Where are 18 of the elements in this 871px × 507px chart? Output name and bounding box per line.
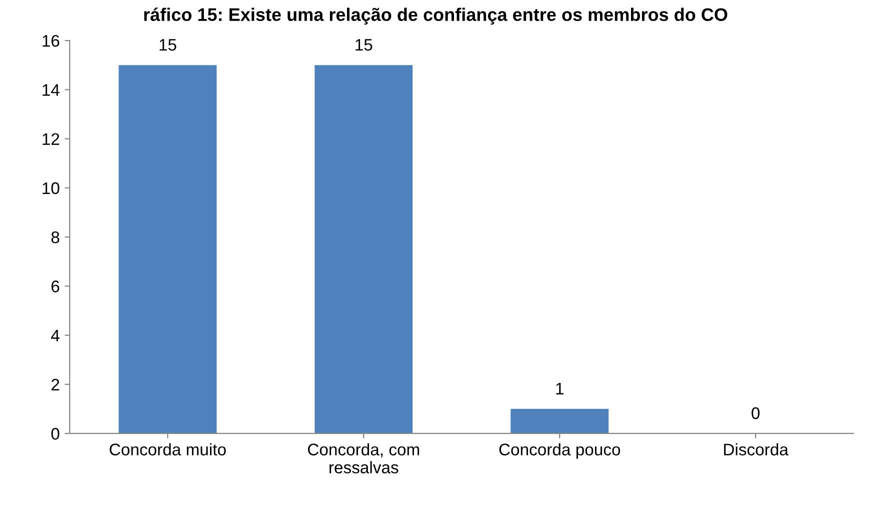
y-tick-label: 6 [52, 280, 60, 292]
x-tick-label: Concorda muito [110, 443, 226, 456]
x-tick-label: Concorda, com ressalvas [308, 443, 420, 474]
x-tick-label: Discorda [724, 443, 788, 456]
y-tick-label: 12 [42, 133, 60, 145]
data-label: 15 [160, 39, 176, 51]
y-tick-label: 4 [51, 330, 60, 342]
data-label: 0 [752, 407, 760, 420]
y-tick-label: 8 [51, 231, 60, 244]
data-label: 1 [556, 382, 564, 394]
y-tick-label: 14 [42, 84, 60, 96]
y-tick-label: 2 [52, 378, 60, 390]
data-label: 15 [356, 39, 372, 51]
x-tick-label: Concorda pouco [499, 443, 620, 459]
y-tick-label: 16 [42, 34, 60, 47]
y-tick-label: 10 [42, 182, 60, 194]
chart-title: ráfico 15: Existe uma relação de confiança entre os membros do CO [144, 8, 728, 25]
y-tick-label: 0 [51, 428, 60, 440]
